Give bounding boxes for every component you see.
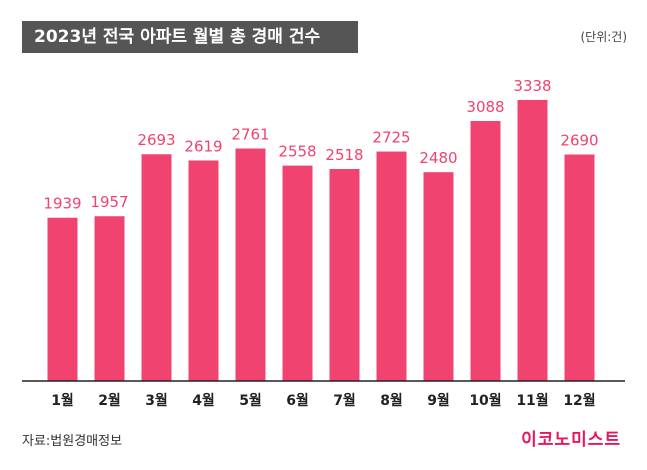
x-tick-label-11: 11월	[516, 392, 548, 409]
data-label-4: 2619	[184, 137, 222, 155]
bar-2	[94, 216, 125, 381]
data-label-6: 2558	[278, 143, 316, 161]
chart-title: 2023년 전국 아파트 월별 총 경매 건수	[34, 27, 321, 47]
data-label-11: 3338	[513, 77, 551, 95]
x-tick-label-3: 3월	[145, 392, 168, 409]
x-tick-label-2: 2월	[98, 392, 121, 409]
bar-8	[376, 151, 407, 381]
bars-group: 1939 1월 1957 2월 2693 3월 2619 4월 2761 5월 2558 6월 2518…	[43, 77, 598, 409]
bar-10	[470, 120, 501, 381]
data-label-10: 3088	[466, 98, 504, 116]
bar-11	[517, 99, 548, 381]
publisher-logo: 이코노미스트	[521, 430, 621, 450]
x-tick-label-9: 9월	[427, 392, 450, 409]
x-tick-label-10: 10월	[469, 392, 501, 409]
data-label-3: 2693	[137, 131, 175, 149]
x-tick-label-6: 6월	[286, 392, 309, 409]
bar-6	[282, 165, 313, 381]
data-label-2: 1957	[90, 193, 128, 211]
data-label-5: 2761	[231, 126, 269, 144]
bar-12	[564, 154, 595, 381]
data-label-12: 2690	[560, 132, 598, 150]
bar-9	[423, 172, 454, 381]
x-tick-label-7: 7월	[333, 392, 356, 409]
data-label-7: 2518	[325, 146, 363, 164]
bar-5	[235, 148, 266, 381]
unit-label: (단위:건)	[580, 30, 627, 44]
data-label-8: 2725	[372, 129, 410, 147]
bar-7	[329, 168, 360, 381]
x-tick-label-8: 8월	[380, 392, 403, 409]
x-tick-label-4: 4월	[192, 392, 215, 409]
x-tick-label-12: 12월	[563, 392, 595, 409]
bar-3	[141, 154, 172, 381]
data-label-1: 1939	[43, 195, 81, 213]
bar-1	[47, 217, 78, 381]
title-bar: 2023년 전국 아파트 월별 총 경매 건수	[22, 21, 358, 53]
source-text: 자료:법원경매정보	[22, 434, 123, 449]
data-label-9: 2480	[419, 149, 457, 167]
x-tick-label-5: 5월	[239, 392, 262, 409]
bar-4	[188, 160, 219, 381]
x-tick-label-1: 1월	[51, 392, 74, 409]
